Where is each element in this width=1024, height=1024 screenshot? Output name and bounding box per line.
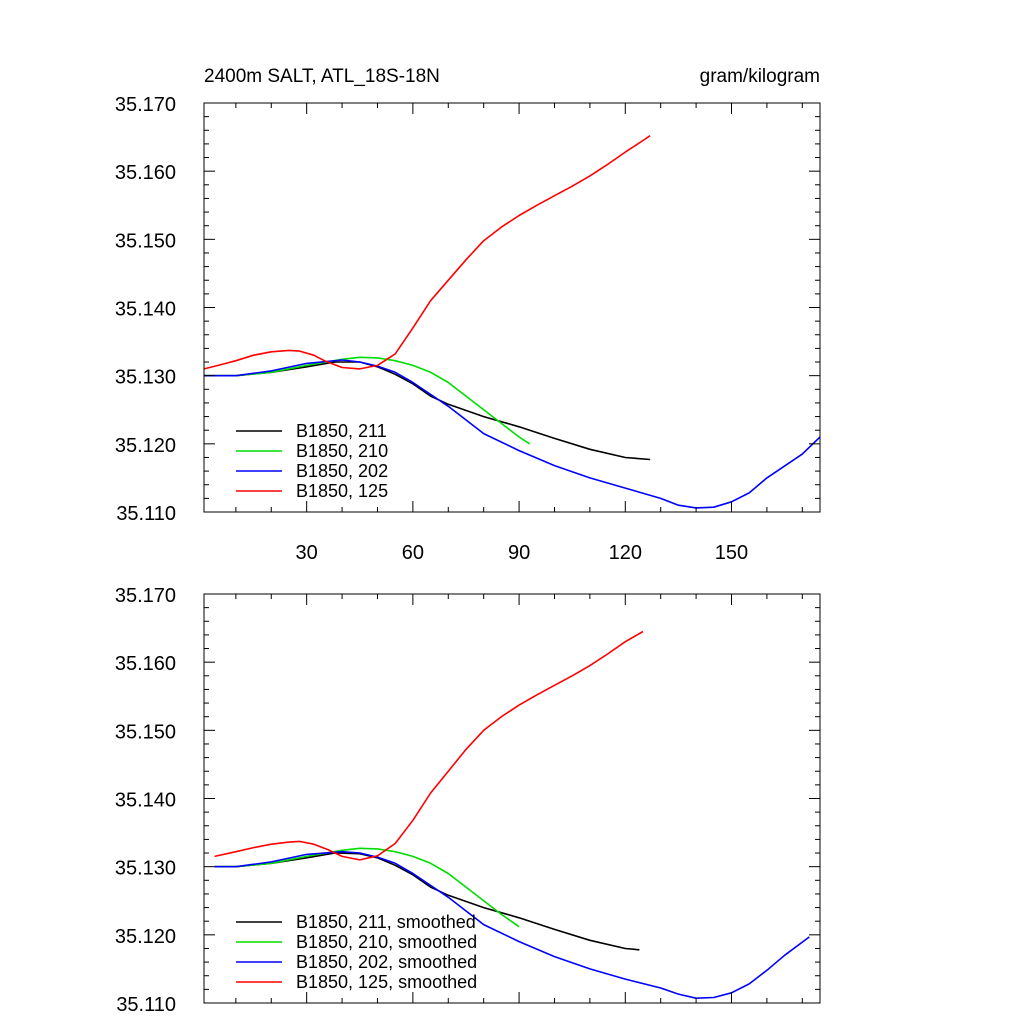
legend-label-3: B1850, 125, smoothed [296,972,477,992]
series-line-0 [214,852,640,951]
y-tick-label: 35.130 [115,858,176,880]
y-tick-label: 35.130 [115,367,176,389]
y-tick-label: 35.140 [115,299,176,321]
series-line-3 [203,135,651,370]
series-line-2 [204,359,821,509]
y-tick-label: 35.170 [115,585,176,607]
x-tick-label: 90 [508,542,530,564]
axes: 35.110 35.120 35.130 35.140 35.150 35.160 35.1… [115,585,821,1016]
x-tick-label: 120 [609,542,642,564]
y-tick-label: 35.120 [115,926,176,948]
y-tick-label: 35.160 [115,162,176,184]
series-line-0 [204,361,651,461]
series-line-3 [214,630,644,861]
series-line-2 [214,850,810,1000]
axes: 35.110 35.120 35.130 35.140 35.150 35.160 35.1… [115,94,821,564]
legend-label-1: B1850, 210, smoothed [296,932,477,952]
series-line-1 [204,356,531,445]
x-tick-label: 30 [296,542,318,564]
legend-label-2: B1850, 202 [296,461,388,481]
top-line-chart: 2400m SALT, ATL_18S-18N gram/kilogram 35… [115,66,821,564]
series-lines [214,630,810,1000]
y-tick-label: 35.170 [115,94,176,116]
legend-label-3: B1850, 125 [296,481,388,501]
y-tick-label: 35.140 [115,790,176,812]
x-tick-label: 60 [402,542,424,564]
y-tick-label: 35.150 [115,230,176,252]
series-lines [203,135,821,509]
legend-label-2: B1850, 202, smoothed [296,952,477,972]
chart-title: 2400m SALT, ATL_18S-18N [204,66,440,87]
y-tick-label: 35.150 [115,721,176,743]
y-tick-label: 35.110 [116,503,176,525]
y-tick-label: 35.110 [116,994,176,1016]
legend-label-1: B1850, 210 [296,441,388,461]
bottom-line-chart: 35.110 35.120 35.130 35.140 35.150 35.160 35.1… [115,585,821,1016]
y-tick-label: 35.120 [115,435,176,457]
legend-label-0: B1850, 211, smoothed [296,912,476,932]
chart-units: gram/kilogram [700,66,820,87]
y-tick-label: 35.160 [115,653,176,675]
x-tick-label: 150 [715,542,748,564]
series-line-1 [214,847,520,928]
legend-label-0: B1850, 211 [296,421,387,441]
